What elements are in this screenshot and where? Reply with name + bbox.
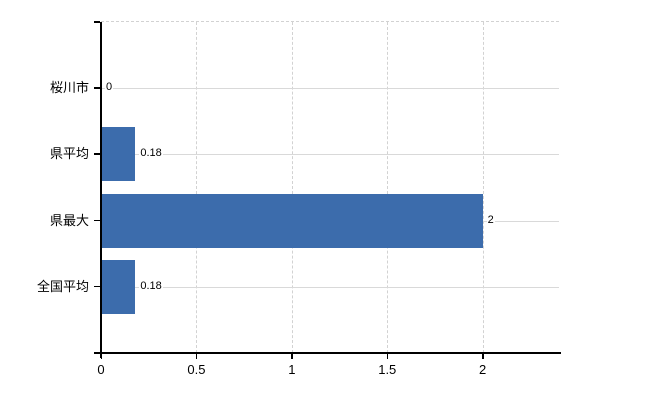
grid-line-horizontal [101,88,559,90]
category-tick [94,219,100,222]
bar-value-label: 0.18 [139,279,163,294]
grid-line-vertical [196,22,198,353]
category-label: 県平均 [49,146,89,162]
category-label: 県最大 [49,212,89,228]
bar [102,193,483,248]
grid-line-horizontal [101,154,559,156]
bar [102,259,136,314]
x-tick-label: 2 [479,362,487,377]
x-tick [386,354,389,359]
grid-line-vertical [482,22,484,353]
y-axis-top-tick [94,21,100,23]
x-tick-label: 1.5 [378,362,397,377]
x-tick-label: 1 [288,362,296,377]
x-tick [195,354,198,359]
category-tick [94,87,100,89]
x-tick [291,354,293,359]
grid-line-vertical [291,22,293,353]
category-label: 全国平均 [36,279,89,294]
category-label: 桜川市 [49,80,89,96]
y-axis-line [100,22,102,358]
bar-value-label: 2 [486,213,495,228]
category-tick [94,285,100,288]
grid-line-vertical [387,22,389,353]
grid-line-horizontal [101,286,559,288]
bar-value-label: 0.18 [139,147,163,162]
category-tick [94,153,100,155]
x-axis-line [94,352,561,354]
x-tick-label: 0.5 [187,362,206,377]
plot-top-border [101,21,559,22]
bar [102,127,136,182]
bar-value-label: 0 [105,81,114,96]
x-tick [482,354,484,359]
x-tick [100,354,102,359]
x-tick-label: 0 [97,362,105,377]
